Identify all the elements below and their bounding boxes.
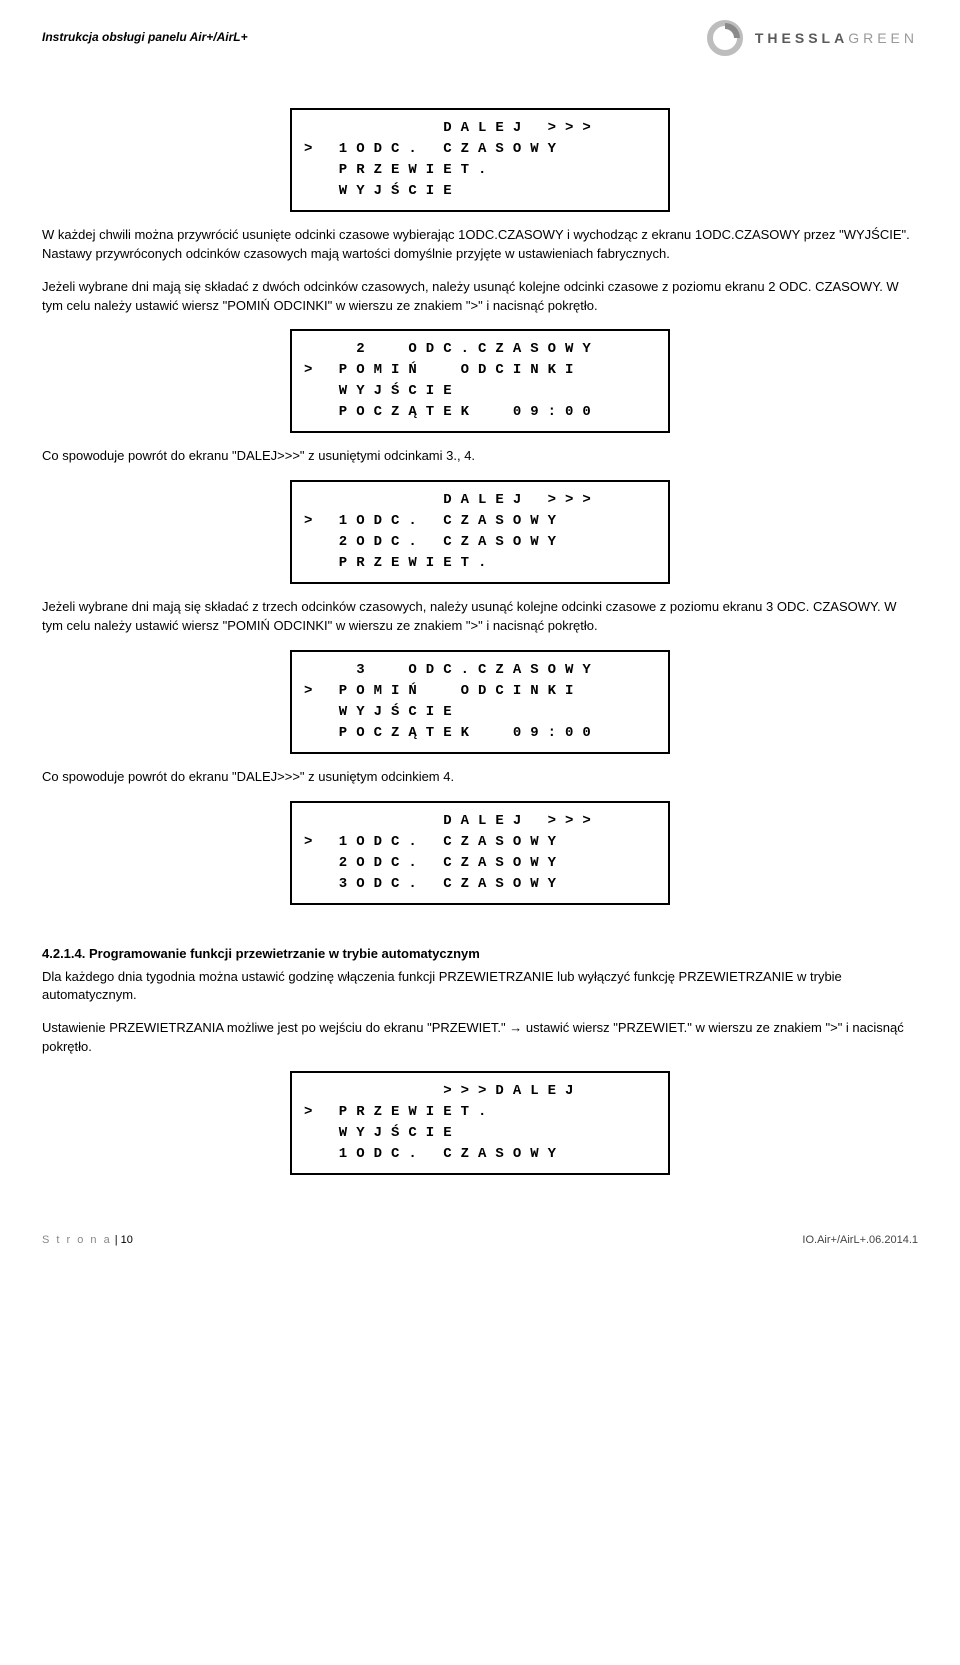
lcd-screen-5: DALEJ >>> > 1ODC. CZASOWY 2ODC. CZASOWY … [290, 801, 670, 905]
lcd-line: 2ODC. CZASOWY [304, 534, 600, 550]
footer-left-a: S t r o n a [42, 1234, 112, 1246]
lcd-line: DALEJ >>> [304, 813, 600, 829]
paragraph: Jeżeli wybrane dni mają się składać z tr… [42, 598, 918, 636]
lcd-line: >>>DALEJ [304, 1083, 600, 1099]
lcd-line: PRZEWIET. [304, 555, 600, 571]
lcd-line: WYJŚCIE [304, 1125, 600, 1141]
lcd-screen-2: 2 ODC.CZASOWY > POMIŃ ODCINKI WYJŚCIE PO… [290, 329, 670, 433]
brand-text-a: THESSLA [755, 30, 848, 46]
lcd-line: WYJŚCIE [304, 183, 600, 199]
paragraph: Dla każdego dnia tygodnia można ustawić … [42, 968, 918, 1006]
page-footer: S t r o n a | 10 IO.Air+/AirL+.06.2014.1 [42, 1233, 918, 1249]
lcd-screen-4: 3 ODC.CZASOWY > POMIŃ ODCINKI WYJŚCIE PO… [290, 650, 670, 754]
paragraph: Co spowoduje powrót do ekranu "DALEJ>>>"… [42, 768, 918, 787]
footer-page: S t r o n a | 10 [42, 1233, 133, 1249]
lcd-line: > PRZEWIET. [304, 1104, 600, 1120]
paragraph: W każdej chwili można przywrócić usunięt… [42, 226, 918, 264]
lcd-line: POCZĄTEK 09:00 [304, 404, 600, 420]
lcd-line: > POMIŃ ODCINKI [304, 362, 600, 378]
lcd-line: 2ODC. CZASOWY [304, 855, 600, 871]
lcd-line: WYJŚCIE [304, 704, 600, 720]
brand-text-b: GREEN [848, 30, 918, 46]
lcd-line: > 1ODC. CZASOWY [304, 141, 600, 157]
lcd-line: > POMIŃ ODCINKI [304, 683, 600, 699]
section-heading: 4.2.1.4. Programowanie funkcji przewietr… [42, 945, 918, 964]
lcd-line: 3ODC. CZASOWY [304, 876, 600, 892]
brand: THESSLAGREEN [705, 18, 918, 58]
brand-logo-icon [705, 18, 745, 58]
footer-left-b: | 10 [112, 1234, 133, 1246]
footer-docid: IO.Air+/AirL+.06.2014.1 [802, 1233, 918, 1249]
paragraph: Co spowoduje powrót do ekranu "DALEJ>>>"… [42, 447, 918, 466]
lcd-screen-1: DALEJ >>> > 1ODC. CZASOWY PRZEWIET. WYJŚ… [290, 108, 670, 212]
paragraph: Jeżeli wybrane dni mają się składać z dw… [42, 278, 918, 316]
lcd-line: > 1ODC. CZASOWY [304, 834, 600, 850]
lcd-line: > 1ODC. CZASOWY [304, 513, 600, 529]
lcd-line: DALEJ >>> [304, 120, 600, 136]
lcd-line: PRZEWIET. [304, 162, 600, 178]
lcd-screen-3: DALEJ >>> > 1ODC. CZASOWY 2ODC. CZASOWY … [290, 480, 670, 584]
lcd-line: POCZĄTEK 09:00 [304, 725, 600, 741]
doc-title: Instrukcja obsługi panelu Air+/AirL+ [42, 29, 248, 46]
lcd-line: 3 ODC.CZASOWY [304, 662, 600, 678]
brand-text: THESSLAGREEN [755, 28, 918, 48]
lcd-line: DALEJ >>> [304, 492, 600, 508]
lcd-line: 1ODC. CZASOWY [304, 1146, 600, 1162]
lcd-line: WYJŚCIE [304, 383, 600, 399]
lcd-line: 2 ODC.CZASOWY [304, 341, 600, 357]
lcd-screen-6: >>>DALEJ > PRZEWIET. WYJŚCIE 1ODC. CZASO… [290, 1071, 670, 1175]
page-header: Instrukcja obsługi panelu Air+/AirL+ THE… [42, 18, 918, 58]
paragraph: Ustawienie PRZEWIETRZANIA możliwe jest p… [42, 1019, 918, 1057]
